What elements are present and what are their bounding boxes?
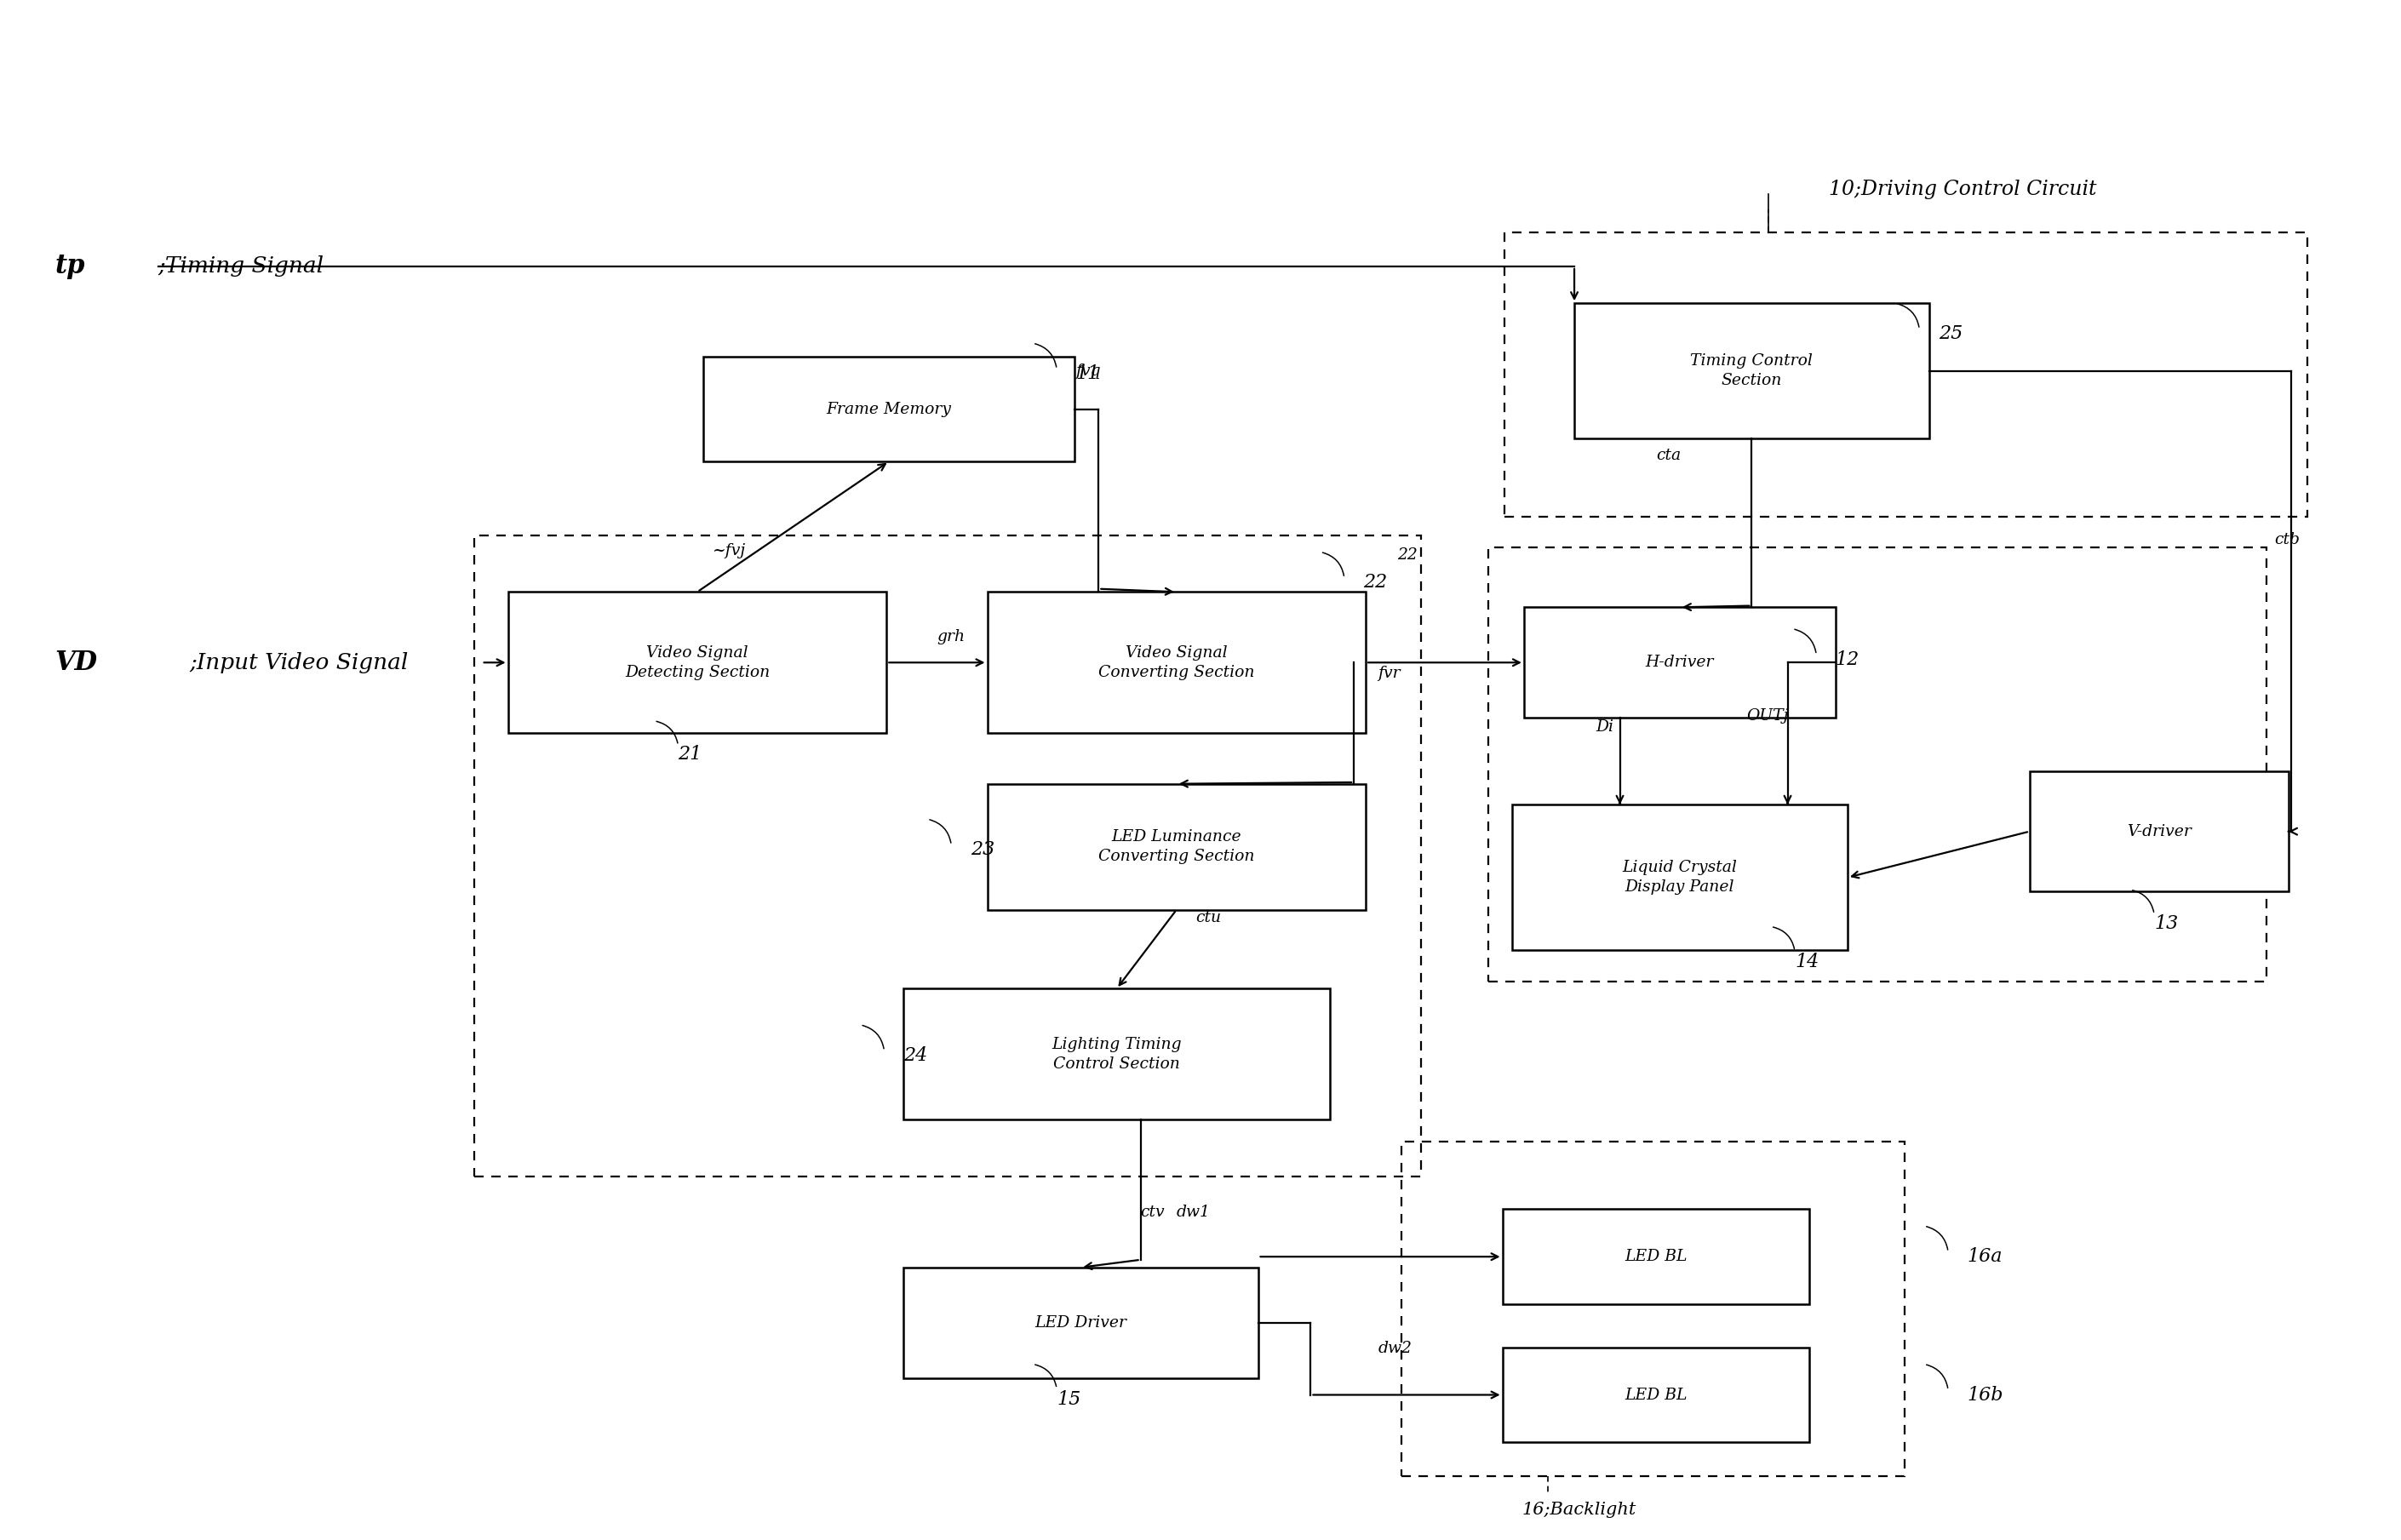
Text: LED Driver: LED Driver xyxy=(1035,1315,1126,1331)
Bar xyxy=(903,1267,1258,1378)
Text: 16b: 16b xyxy=(1966,1386,2002,1404)
Bar xyxy=(475,534,1421,1177)
Text: 22: 22 xyxy=(1364,573,1388,591)
Text: Video Signal
Converting Section: Video Signal Converting Section xyxy=(1097,645,1256,681)
Text: dw2: dw2 xyxy=(1378,1341,1412,1357)
Text: OUTj: OUTj xyxy=(1748,708,1789,724)
Bar xyxy=(1503,1348,1808,1443)
Text: LED BL: LED BL xyxy=(1625,1249,1688,1264)
Text: ;Timing Signal: ;Timing Signal xyxy=(158,256,324,277)
Text: Video Signal
Detecting Section: Video Signal Detecting Section xyxy=(624,645,771,681)
Text: 25: 25 xyxy=(1938,325,1962,343)
Bar xyxy=(1503,1209,1808,1304)
Text: ~fvj: ~fvj xyxy=(711,542,744,557)
Bar xyxy=(903,989,1330,1120)
Text: LED BL: LED BL xyxy=(1625,1388,1688,1403)
Text: Liquid Crystal
Display Panel: Liquid Crystal Display Panel xyxy=(1623,859,1738,895)
Text: Lighting Timing
Control Section: Lighting Timing Control Section xyxy=(1052,1036,1181,1072)
Text: 13: 13 xyxy=(2154,915,2178,933)
Text: Frame Memory: Frame Memory xyxy=(826,402,951,417)
Text: fvr: fvr xyxy=(1378,665,1400,681)
Text: 23: 23 xyxy=(970,841,994,859)
Text: 12: 12 xyxy=(1834,650,1858,668)
Bar xyxy=(1402,1141,1904,1477)
Text: ctb: ctb xyxy=(2274,531,2300,547)
Text: fvq: fvq xyxy=(1076,363,1102,379)
Text: tp: tp xyxy=(55,253,86,280)
Bar xyxy=(987,784,1366,910)
Text: ;Input Video Signal: ;Input Video Signal xyxy=(190,651,408,673)
Text: 21: 21 xyxy=(677,745,701,764)
Text: 11: 11 xyxy=(1076,365,1100,383)
Bar xyxy=(509,591,886,733)
Bar xyxy=(1513,804,1846,950)
Bar xyxy=(1575,303,1928,439)
Text: Timing Control
Section: Timing Control Section xyxy=(1690,353,1813,388)
Bar xyxy=(1489,547,2267,983)
Text: dw1: dw1 xyxy=(1176,1204,1210,1220)
Text: VD: VD xyxy=(55,650,98,676)
Text: 22: 22 xyxy=(1397,547,1417,562)
Text: ctu: ctu xyxy=(1196,910,1222,926)
Text: 15: 15 xyxy=(1056,1391,1080,1409)
Bar xyxy=(1505,233,2307,517)
Text: LED Luminance
Converting Section: LED Luminance Converting Section xyxy=(1097,830,1256,864)
Text: 16;Backlight: 16;Backlight xyxy=(1522,1502,1635,1518)
Text: 10;Driving Control Circuit: 10;Driving Control Circuit xyxy=(1830,180,2096,200)
Text: 16a: 16a xyxy=(1966,1247,2002,1266)
Bar xyxy=(703,357,1076,462)
Text: V-driver: V-driver xyxy=(2127,824,2192,839)
Bar xyxy=(1525,607,1834,718)
Text: grh: grh xyxy=(936,628,965,644)
Bar xyxy=(987,591,1366,733)
Text: H-driver: H-driver xyxy=(1645,654,1714,670)
Bar xyxy=(2029,772,2288,892)
Text: Di: Di xyxy=(1597,719,1613,735)
Text: 14: 14 xyxy=(1796,953,1820,972)
Text: 24: 24 xyxy=(903,1046,927,1066)
Text: cta: cta xyxy=(1657,448,1681,464)
Text: ctv: ctv xyxy=(1140,1204,1164,1220)
